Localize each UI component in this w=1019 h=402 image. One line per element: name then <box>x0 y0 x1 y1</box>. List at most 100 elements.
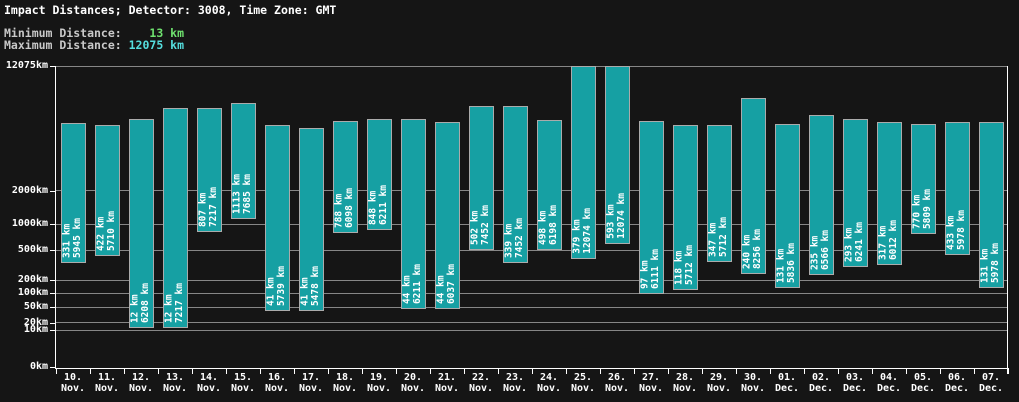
gridline <box>56 223 1008 225</box>
y-axis-tick-label: 10km <box>23 324 48 335</box>
bar-value-label: 317 km 6012 km <box>877 219 900 260</box>
x-axis-tick <box>804 368 805 374</box>
bar: 12 km 7217 km <box>162 108 188 329</box>
page-title: Impact Distances; Detector: 3008, Time Z… <box>4 3 337 17</box>
minimum-distance-label: Minimum Distance: <box>4 26 122 40</box>
x-axis-tick <box>566 368 567 374</box>
x-axis-label: 15. Nov. <box>230 372 256 394</box>
bar: 97 km 6111 km <box>638 120 664 294</box>
y-axis-tick <box>50 190 56 192</box>
x-axis-label: 13. Nov. <box>162 372 188 394</box>
gridline <box>56 65 1008 67</box>
bar-value-label: 770 km 5809 km <box>911 188 934 229</box>
bar: 1113 km 7685 km <box>230 103 256 219</box>
x-axis-tick <box>498 368 499 374</box>
bar: 848 km 6211 km <box>366 119 392 231</box>
y-axis-tick <box>50 330 56 331</box>
y-axis-line <box>55 66 56 369</box>
y-axis-tick-label: 100km <box>17 287 48 299</box>
x-axis-label: 02. Dec. <box>808 372 834 394</box>
x-axis-tick <box>158 368 159 374</box>
y-axis-tick <box>50 307 56 309</box>
y-axis-tick <box>50 367 56 368</box>
bar-value-label: 41 km 5478 km <box>299 265 322 306</box>
bar: 339 km 7452 km <box>502 105 528 263</box>
bar: 770 km 5809 km <box>910 124 936 234</box>
bar-value-label: 97 km 6111 km <box>639 248 662 289</box>
x-axis-tick <box>668 368 669 374</box>
x-axis-label: 04. Dec. <box>876 372 902 394</box>
x-axis-tick <box>1008 368 1009 374</box>
x-axis-tick <box>974 368 975 374</box>
bar: 12 km 6208 km <box>128 119 154 329</box>
maximum-distance-label: Maximum Distance: <box>4 38 122 52</box>
y-axis-tick-label: 2000km <box>11 184 48 196</box>
y-axis-tick <box>50 293 56 295</box>
bar-value-label: 1113 km 7685 km <box>231 173 254 214</box>
bar: 593 km 12074 km <box>604 66 630 244</box>
x-axis-tick <box>770 368 771 374</box>
bar-value-label: 433 km 5978 km <box>945 209 968 250</box>
x-axis-label: 30. Nov. <box>740 372 766 394</box>
bar-value-label: 788 km 6098 km <box>333 187 356 228</box>
bar: 422 km 5710 km <box>94 125 120 256</box>
y-axis-tick-label: 500km <box>17 244 48 255</box>
bar: 41 km 5739 km <box>264 124 290 311</box>
bar-value-label: 339 km 7452 km <box>503 217 526 258</box>
y-axis-tick-label: 12075km <box>5 60 48 71</box>
x-axis-tick <box>464 368 465 374</box>
bar-value-label: 498 km 6198 km <box>537 205 560 246</box>
minimum-distance-row: Minimum Distance: 13 km <box>4 26 184 40</box>
x-axis-label: 07. Dec. <box>978 372 1004 394</box>
gridline <box>56 322 1008 324</box>
bar-value-label: 593 km 12074 km <box>605 192 628 239</box>
x-axis-tick <box>736 368 737 374</box>
bar-value-label: 131 km 5978 km <box>979 243 1002 284</box>
bar: 235 km 6566 km <box>808 115 834 275</box>
x-axis-tick <box>56 368 57 374</box>
x-axis-tick <box>838 368 839 374</box>
bar-value-label: 502 km 7452 km <box>469 204 492 245</box>
x-axis-label: 23. Nov. <box>502 372 528 394</box>
bar: 293 km 6241 km <box>842 119 868 268</box>
bar-value-label: 293 km 6241 km <box>843 222 866 263</box>
gridline <box>56 329 1008 331</box>
x-axis-label: 22. Nov. <box>468 372 494 394</box>
x-axis-label: 05. Dec. <box>910 372 936 394</box>
x-axis-label: 12. Nov. <box>128 372 154 394</box>
x-axis-tick <box>192 368 193 374</box>
x-axis-tick <box>430 368 431 374</box>
bar: 347 km 5712 km <box>706 125 732 262</box>
bar: 331 km 5945 km <box>60 122 86 264</box>
bar: 44 km 6037 km <box>434 121 460 310</box>
x-axis-tick <box>396 368 397 374</box>
bar-value-label: 131 km 5836 km <box>775 243 798 284</box>
bar-value-label: 12 km 7217 km <box>163 283 186 324</box>
y-axis-tick <box>50 322 56 324</box>
x-axis-label: 28. Nov. <box>672 372 698 394</box>
x-axis-label: 17. Nov. <box>298 372 324 394</box>
gridline <box>56 306 1008 308</box>
bar-value-label: 848 km 6211 km <box>367 185 390 226</box>
x-axis-tick <box>600 368 601 374</box>
x-axis-label: 11. Nov. <box>94 372 120 394</box>
x-axis-label: 26. Nov. <box>604 372 630 394</box>
y-axis-tick <box>50 224 56 225</box>
bar: 379 km 12074 km <box>570 66 596 260</box>
x-axis-label: 18. Nov. <box>332 372 358 394</box>
x-axis-tick <box>90 368 91 374</box>
bar-value-label: 118 km 5712 km <box>673 245 696 286</box>
bar-value-label: 347 km 5712 km <box>707 216 730 257</box>
bar: 240 km 8256 km <box>740 98 766 275</box>
bar-value-label: 235 km 6566 km <box>809 229 832 270</box>
bar-value-label: 44 km 6211 km <box>401 264 424 305</box>
y-axis-tick-label: 20km <box>23 316 48 328</box>
y-axis-tick <box>50 250 56 251</box>
bar-value-label: 422 km 5710 km <box>95 210 118 251</box>
x-axis-tick <box>328 368 329 374</box>
x-axis-tick <box>362 368 363 374</box>
gridline <box>56 249 1008 251</box>
bar: 131 km 5978 km <box>978 122 1004 289</box>
x-axis-label: 16. Nov. <box>264 372 290 394</box>
